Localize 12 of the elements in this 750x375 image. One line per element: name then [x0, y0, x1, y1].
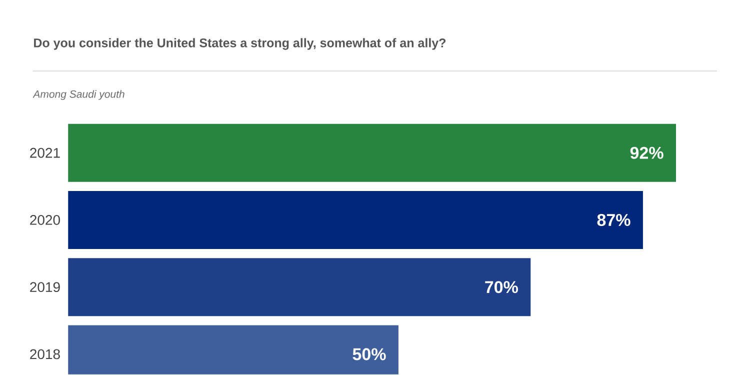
data-label: 50% [352, 348, 386, 360]
bar [68, 190, 643, 249]
data-label: 92% [630, 146, 664, 159]
chart-title: Do you consider the United States a strong ally, somewhat of an ally? [34, 38, 446, 50]
y-tick-label: 2021 [30, 148, 60, 158]
y-tick-label: 2020 [30, 215, 60, 225]
chart-subtitle: Among Saudi youth [32, 90, 124, 100]
y-tick-label: 2018 [30, 349, 60, 360]
data-label: 70% [485, 281, 518, 294]
data-label: 87% [597, 214, 630, 226]
bar [68, 124, 676, 182]
y-tick-label: 2019 [30, 282, 60, 292]
